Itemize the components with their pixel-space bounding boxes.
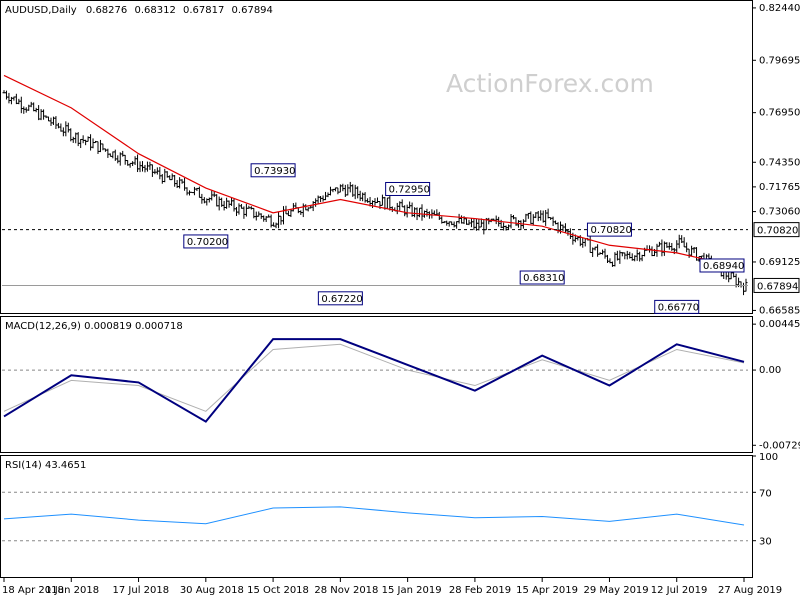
rsi-panel — [0, 455, 753, 578]
annotation-box — [250, 163, 296, 178]
macd-y-tick-label: -0.007298 — [759, 440, 800, 451]
open-value: 0.68276 — [86, 5, 127, 16]
price-y-tick-label: 0.82440 — [759, 3, 800, 14]
macd-plot — [2, 338, 748, 423]
low-value: 0.67817 — [183, 5, 224, 16]
price-y-tick-label: 0.76950 — [759, 108, 800, 119]
x-tick-label: 1 Jun 2018 — [45, 585, 99, 596]
high-value: 0.68312 — [134, 5, 175, 16]
x-tick-label: 15 Oct 2018 — [247, 585, 309, 596]
annotation-box — [654, 299, 700, 314]
x-tick-label: 15 Jan 2019 — [382, 585, 442, 596]
annotation-label: 0.66770 — [658, 302, 699, 313]
ohlc-bars — [2, 90, 748, 296]
rsi-title: RSI(14) 43.4651 — [5, 460, 86, 471]
x-tick-label: 30 Aug 2018 — [180, 585, 244, 596]
x-tick-label: 18 Apr 2018 — [2, 585, 64, 596]
price-y-tick-label: 0.73060 — [759, 207, 800, 218]
rsi-y-tick-label: 30 — [759, 537, 772, 548]
annotation-box — [183, 234, 229, 249]
panel-frames — [0, 0, 753, 578]
symbol-label: AUDUSD,Daily — [5, 5, 77, 16]
annotation-box — [586, 222, 632, 237]
x-tick-label: 29 May 2019 — [583, 585, 648, 596]
x-tick-label: 15 Apr 2019 — [516, 585, 578, 596]
annotation-label: 0.68310 — [523, 273, 564, 284]
level-marker-label: 0.70820 — [757, 226, 798, 237]
macd-y-tick-label: 0.004456 — [759, 319, 800, 330]
price-y-tick-label: 0.69125 — [759, 257, 800, 268]
annotation-label: 0.70820 — [590, 225, 631, 236]
price-panel — [0, 0, 753, 314]
annotation-box — [699, 258, 745, 273]
annotation-box — [519, 270, 565, 285]
annotation-label: 0.68940 — [703, 261, 744, 272]
axes: 0.82440 0.79695 0.76950 0.74350 0.71765 0.730… — [2, 3, 800, 596]
annotation-label: 0.70200 — [187, 237, 228, 248]
macd-title: MACD(12,26,9) 0.000819 0.000718 — [5, 321, 183, 332]
rsi-y-tick-label: 100 — [759, 452, 778, 463]
moving-average-line — [3, 74, 745, 269]
annotation-box — [317, 291, 363, 306]
price-plot: 0.73930 0.72950 0.70200 0.67220 0.70820 0.683… — [2, 74, 748, 314]
close-value: 0.67894 — [232, 5, 273, 16]
macd-main-line — [3, 338, 745, 423]
macd-panel — [0, 316, 753, 453]
x-tick-label: 28 Nov 2018 — [314, 585, 378, 596]
rsi-line — [3, 506, 745, 526]
x-tick-label: 17 Jul 2018 — [113, 585, 170, 596]
price-y-tick-label: 0.66585 — [759, 305, 800, 316]
annotation-box — [385, 181, 431, 196]
macd-y-tick-label: 0.00 — [759, 365, 781, 376]
chart-header: AUDUSD,Daily 0.68276 0.68312 0.67817 0.6… — [5, 5, 273, 16]
last-price-label: 0.67894 — [757, 281, 798, 292]
x-tick-label: 28 Feb 2019 — [449, 585, 511, 596]
rsi-plot — [2, 491, 748, 542]
rsi-y-tick-label: 70 — [759, 488, 772, 499]
annotation-label: 0.73930 — [254, 166, 295, 177]
price-y-tick-label: 0.71765 — [759, 182, 800, 193]
price-y-tick-label: 0.74350 — [759, 157, 800, 168]
annotation-label: 0.67220 — [321, 294, 362, 305]
x-tick-label: 12 Jul 2019 — [651, 585, 708, 596]
watermark: ActionForex.com — [446, 69, 654, 98]
x-tick-label: 27 Aug 2019 — [718, 585, 782, 596]
last-price-marker — [753, 277, 800, 293]
annotation-label: 0.72950 — [389, 184, 430, 195]
macd-signal-line — [3, 343, 745, 412]
level-marker — [753, 222, 800, 238]
price-y-tick-label: 0.79695 — [759, 55, 800, 66]
